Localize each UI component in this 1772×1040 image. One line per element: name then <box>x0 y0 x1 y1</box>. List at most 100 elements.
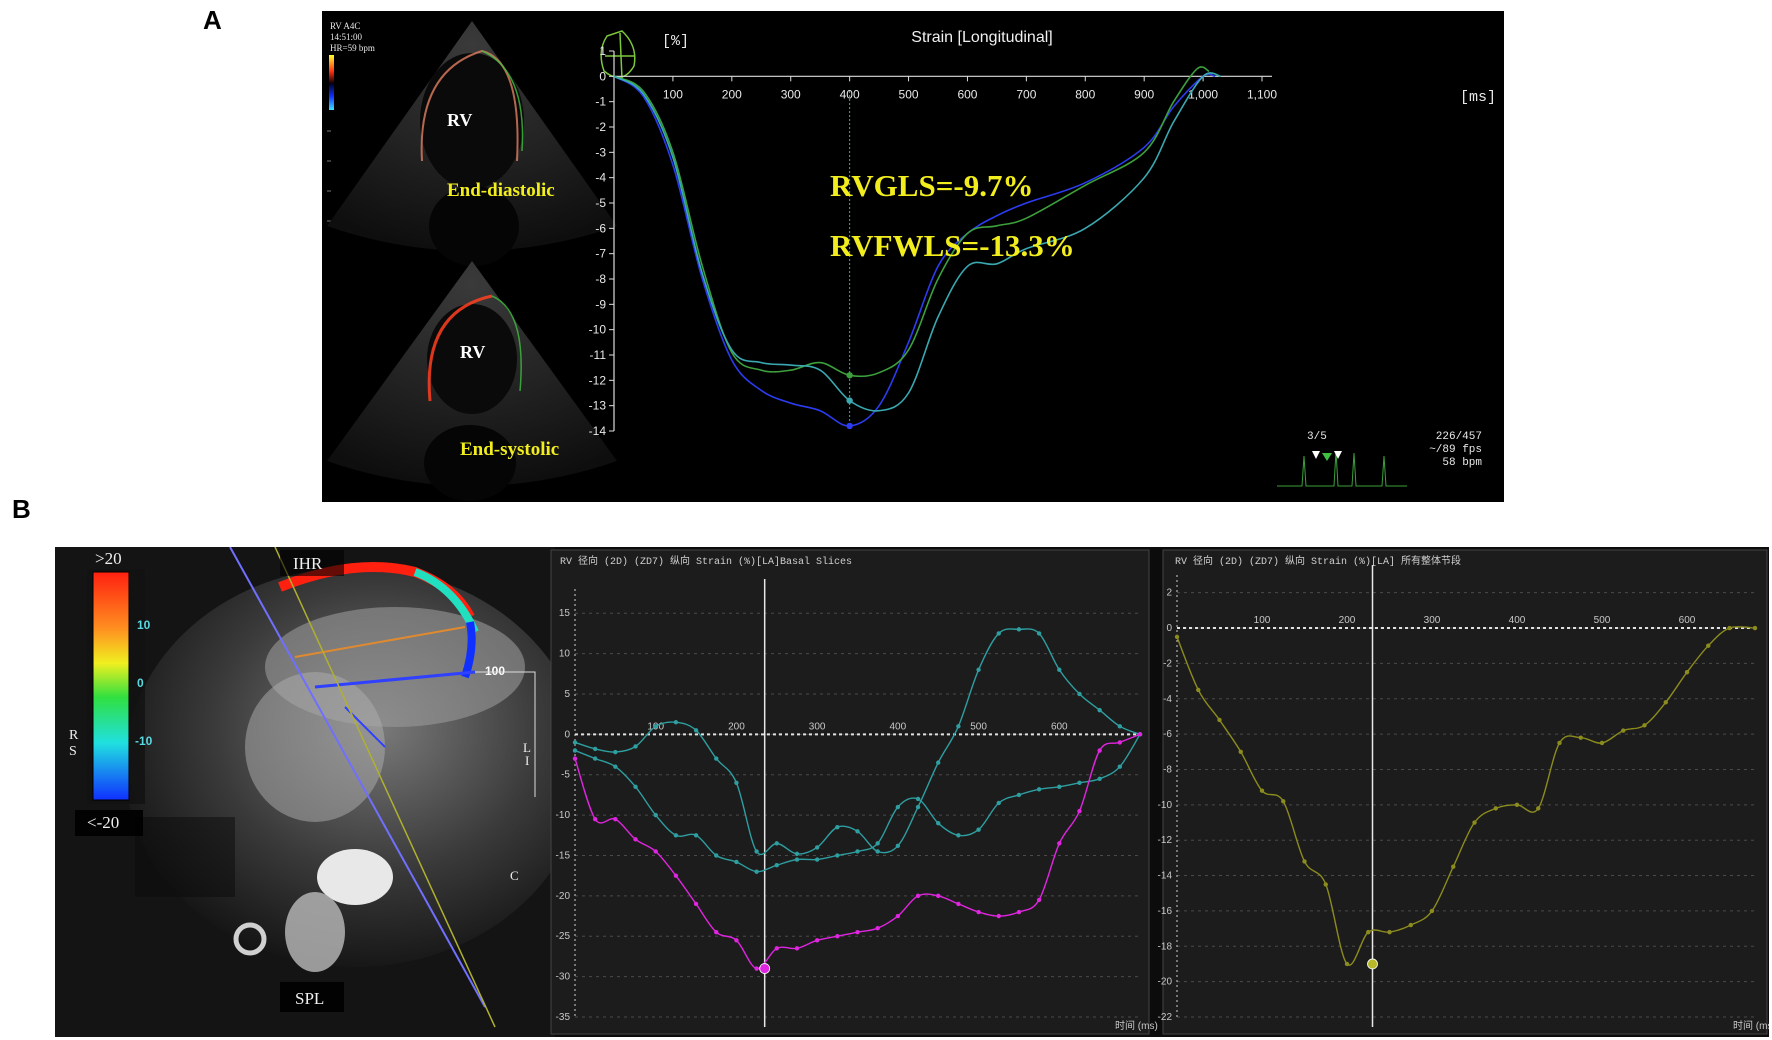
chart-b1-x-tick-label: 400 <box>890 721 907 732</box>
chart-b2-title: RV 径向 (2D) (ZD7) 纵向 Strain (%)[LA] 所有整体节… <box>1175 554 1461 568</box>
chart-b1-x-tick-label: 500 <box>970 721 987 732</box>
echo-end-diastolic: RV End-diastolic <box>327 21 617 266</box>
marker-center-icon <box>1322 453 1332 461</box>
chart-b1-series-2-point <box>996 913 1001 919</box>
chart-a-x-tick-label: 600 <box>957 87 977 101</box>
chart-a-highlight-point-0 <box>846 372 853 379</box>
side-value-label: 100 <box>485 664 505 678</box>
scale-side-s: S <box>69 744 77 759</box>
chart-a-x-tick-label: 900 <box>1134 87 1154 101</box>
chart-b2-series-0-point <box>1536 806 1541 811</box>
chart-b1-series-1-point <box>835 853 840 858</box>
chart-a-y-tick-label: -13 <box>589 399 607 413</box>
top-rv-label: RV <box>447 110 472 130</box>
chart-b1-series-0-point <box>653 724 658 729</box>
ecg-mini-strip: 3/5 <box>1277 431 1407 487</box>
chart-b2-series-0-point <box>1752 625 1758 631</box>
chart-a-highlight-point-2 <box>846 422 853 430</box>
chart-a-y-tick-label: -12 <box>589 373 607 387</box>
chart-b1-series-0-point <box>835 825 840 830</box>
scale-bottom-label: <-20 <box>87 813 119 832</box>
chart-b1-series-2-point <box>693 901 699 907</box>
chart-b1-series-1-point <box>1036 787 1042 792</box>
chart-b1-series-2-point <box>633 837 638 842</box>
chart-b2-x-tick-label: 600 <box>1679 615 1696 626</box>
chart-b1-series-1-point <box>895 804 901 810</box>
chart-b1-y-tick-label: -35 <box>556 1012 571 1023</box>
chart-b2-series-0-point <box>1663 700 1668 705</box>
chart-b1-series-1-point <box>1016 792 1022 798</box>
frame-counter: 226/457 <box>1436 431 1482 443</box>
chart-a-x-tick-label: 1,000 <box>1188 87 1218 101</box>
echo-end-systolic: RV End-systolic <box>327 261 617 501</box>
chart-b1-series-2-point <box>673 873 679 878</box>
chart-b1-y-tick-label: 5 <box>564 689 570 700</box>
chart-a-y-tick-label: -4 <box>595 171 606 185</box>
chart-b2-series-0 <box>1176 626 1756 966</box>
strain-chart-a: Strain [Longitudinal] [%] [ms] 1 0 -1 -2 -3 -… <box>589 29 1496 487</box>
chart-b2-series-0-point <box>1217 717 1222 723</box>
chart-b1-series-1-point <box>653 812 658 818</box>
mri-bottom-label: SPL <box>295 989 324 1008</box>
bpm-readout: 58 bpm <box>1442 457 1482 469</box>
scale-tick-10: 10 <box>137 618 151 632</box>
marker-right-icon <box>1334 451 1342 459</box>
chart-b2-series-0-point <box>1259 788 1265 793</box>
chart-b1-series-2-point <box>734 938 739 943</box>
chart-a-x-tick-label: 100 <box>663 87 683 101</box>
chart-b2-xlabel: 时间 (ms) <box>1733 1019 1769 1032</box>
panel-label-a: A <box>203 5 222 35</box>
chart-b1-xlabel: 时间 (ms) <box>1115 1019 1158 1032</box>
chart-b1-series-2-point <box>592 816 598 822</box>
chart-b1-highlight-point-0 <box>759 963 771 974</box>
chart-b1-series-1-point <box>915 796 921 802</box>
chart-b1-series-2-point <box>1016 909 1022 915</box>
chart-a-y-tick-label: -8 <box>595 272 606 286</box>
chart-b1-series-1-point <box>976 827 981 832</box>
chart-b2-x-tick-label: 100 <box>1254 615 1271 626</box>
chart-b2-series-0-point <box>1238 749 1243 754</box>
chart-b2-y-tick-label: -22 <box>1158 1012 1173 1023</box>
chart-b1-series-0-point <box>693 728 699 733</box>
chart-b2-series-0-point <box>1302 859 1307 864</box>
echo-colorbar <box>329 55 334 110</box>
chart-a-highlight-point-1 <box>846 397 853 404</box>
chart-a-y-tick-label: -6 <box>595 221 606 235</box>
fps-readout: ~/89 fps <box>1429 444 1482 456</box>
chart-b1-series-0-point <box>673 720 679 725</box>
chart-b1-series-0-point <box>714 756 719 761</box>
bottom-rv-label: RV <box>460 342 485 362</box>
chart-b2-y-tick-label: -6 <box>1163 729 1172 740</box>
chart-b1-series-2-point <box>774 946 779 951</box>
chart-b1-series-1-point <box>633 784 638 790</box>
chart-b1-y-tick-label: -15 <box>556 850 571 861</box>
chart-a-title: Strain [Longitudinal] <box>911 29 1052 46</box>
chart-b1-series-2-point <box>895 913 901 919</box>
chart-b2-series-0-point <box>1706 643 1711 648</box>
chart-b1-series-1-point <box>1077 780 1082 786</box>
chart-b1-y-tick-label: 0 <box>564 729 570 740</box>
chart-b1-series-2-point <box>814 938 820 943</box>
chart-b1-series-2-point <box>754 966 759 971</box>
chart-b1-series-0-point <box>734 780 739 786</box>
chart-b2-series-0-point <box>1727 625 1732 631</box>
chart-b1-series-1-point <box>875 841 880 846</box>
chart-b1-series-0-point <box>1117 724 1123 729</box>
chart-b1-series-0-point <box>572 740 578 745</box>
end-diastolic-label: End-diastolic <box>447 180 555 201</box>
chart-b1-series-1-point <box>714 853 719 858</box>
chart-b1-y-tick-label: -20 <box>556 891 571 902</box>
chart-b2-series-0-point <box>1514 802 1520 808</box>
chart-a-y-tick-label: -9 <box>595 297 606 311</box>
chart-b1-x-tick-label: 600 <box>1051 721 1068 732</box>
chart-b2-highlight-point-0 <box>1367 958 1378 970</box>
chart-a-x-tick-label: 400 <box>840 87 860 101</box>
chart-b1-series-2-point <box>855 930 860 935</box>
chart-a-y-tick-label: -7 <box>595 247 606 261</box>
chart-b2-series-0-point <box>1493 806 1498 811</box>
chart-b2-y-tick-label: -12 <box>1158 835 1173 846</box>
chart-b1-series-2-point <box>976 909 981 915</box>
panel-b-cmr-feature-tracking: >20 <-20 10 0 -10 R S IHR SPL 100 L I C … <box>55 547 1769 1037</box>
chart-b2-y-tick-label: -8 <box>1163 764 1172 775</box>
scale-side-r: R <box>69 728 79 743</box>
